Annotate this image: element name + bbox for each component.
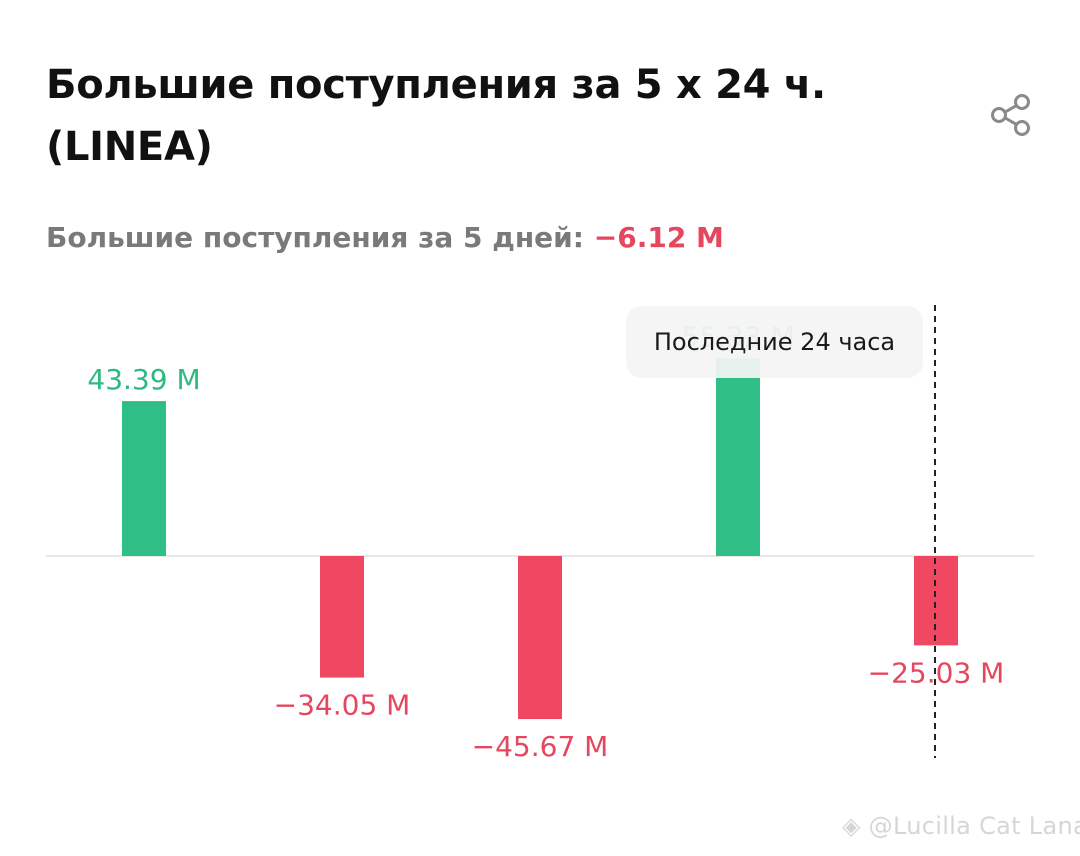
summary-line: Большие поступления за 5 дней: −6.12 M [46,216,724,260]
bar-label-1: 43.39 M [87,363,200,396]
summary-label: Большие поступления за 5 дней: [46,221,584,254]
bar-4[interactable] [716,358,760,556]
title-line-2: (LINEA) [46,124,213,170]
title-line-1: Большие поступления за 5 x 24 ч. [46,62,826,108]
share-button[interactable] [986,90,1036,140]
bar-label-3: −45.67 M [472,730,609,763]
bar-3[interactable] [518,556,562,720]
tooltip: Последние 24 часа [626,306,923,378]
chart-title: Большие поступления за 5 x 24 ч. (LINEA) [46,54,946,178]
bar-1[interactable] [122,401,166,556]
summary-value: −6.12 M [593,221,724,254]
share-icon [991,94,1030,136]
bar-2[interactable] [320,556,364,678]
watermark: ◈ @Lucilla Cat Lana [842,812,1080,840]
bar-label-2: −34.05 M [274,689,411,722]
tooltip-text: Последние 24 часа [653,328,896,356]
